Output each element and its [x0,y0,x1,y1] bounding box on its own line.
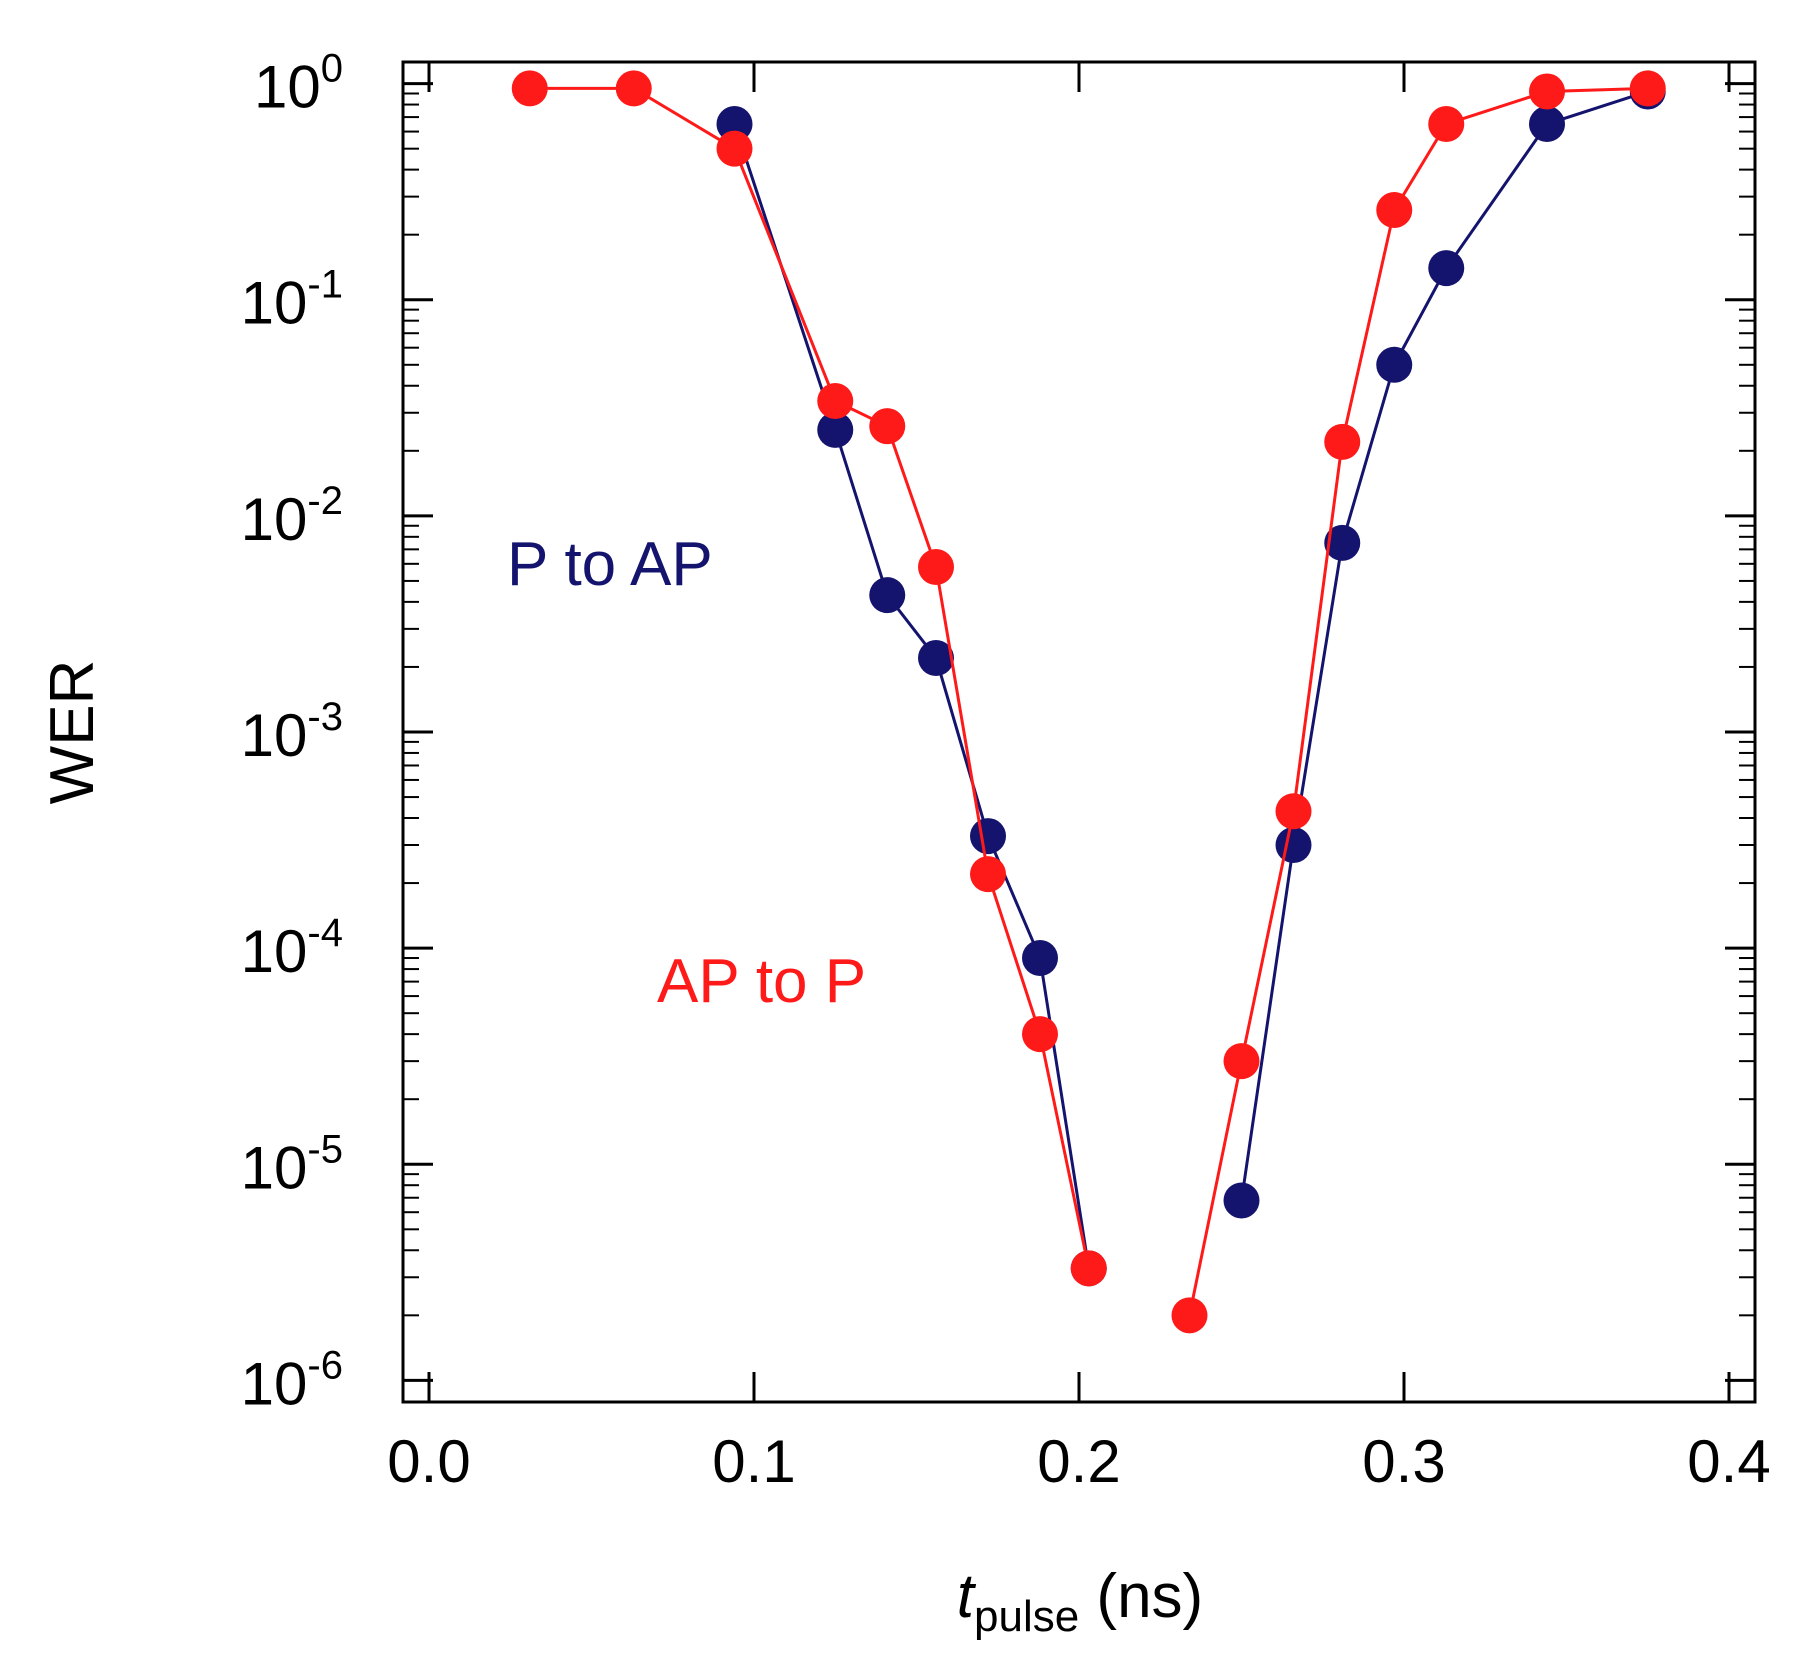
series-line [733,123,1091,1269]
x-tick-label: 0.4 [1687,1428,1770,1495]
x-tick-label: 0.3 [1362,1428,1445,1495]
y-tick-exp: -2 [307,479,343,523]
data-point [817,383,854,420]
y-tick-label: 10-1 [241,263,343,337]
y-tick-exp: -4 [307,911,343,955]
series-p-to-ap [716,73,1666,1287]
data-point [1171,1297,1208,1334]
y-tick-label: 100 [254,47,343,121]
y-tick-exp: -1 [307,263,343,307]
data-point [1275,827,1312,864]
y-tick-base: 10 [241,1350,308,1417]
y-tick-exp: -3 [307,695,343,739]
x-tick-label: 0.2 [1037,1428,1120,1495]
y-tick-exp: -6 [307,1343,343,1387]
data-point [1324,423,1361,460]
y-tick-base: 10 [241,918,308,985]
y-tick-base: 10 [241,1134,308,1201]
y-axis-title: WER [38,660,107,805]
data-point [1629,70,1666,107]
data-point [716,130,753,167]
plot-frame [401,60,1757,1404]
series-layer [511,70,1666,1334]
data-point [1275,793,1312,830]
x-axis-title-sub: pulse [974,1592,1079,1641]
data-point [1376,346,1413,383]
series-line [1188,86,1648,1316]
y-tick-base: 10 [241,702,308,769]
data-point [615,70,652,107]
data-point [1529,73,1565,110]
y-tick-base: 10 [241,270,308,337]
major-ticks [403,62,1755,1402]
series-line [529,86,1091,1269]
data-point [716,106,753,143]
y-tick-label: 10-6 [241,1343,343,1417]
data-point [511,70,548,107]
data-point [970,818,1006,855]
data-point [918,549,954,586]
series-label-p-to-ap: P to AP [507,530,713,599]
y-tick-exp: 0 [321,47,343,91]
data-point [1428,106,1465,143]
data-point [1428,250,1465,287]
y-tick-label: 10-4 [241,911,343,985]
data-point [869,408,906,445]
x-tick-label: 0.1 [712,1428,795,1495]
data-point [869,577,906,614]
x-axis-title-unit: (ns) [1079,1562,1203,1631]
y-tick-label: 10-2 [241,479,343,553]
series-label-ap-to-p: AP to P [657,947,866,1016]
x-tick-labels: 0.0 0.1 0.2 0.3 0.4 [387,1428,1770,1495]
series-ap-to-p [511,70,1666,1334]
data-point [1324,524,1361,561]
y-tick-base: 10 [241,486,308,553]
x-axis-title: tpulse (ns) [957,1562,1203,1641]
data-point [1529,106,1565,143]
data-point [1223,1182,1260,1219]
y-tick-label: 10-5 [241,1127,343,1201]
y-tick-base: 10 [254,54,321,121]
data-point [970,856,1006,893]
data-point [1022,940,1058,977]
data-point [817,411,854,448]
data-point [1070,1250,1107,1287]
data-point [1376,192,1413,229]
y-minor-ticks [403,92,1755,1317]
data-point [1223,1043,1260,1080]
x-axis-title-var: t [957,1562,977,1631]
y-tick-exp: -5 [307,1127,343,1171]
data-point [918,639,954,676]
data-point [1022,1016,1058,1053]
y-tick-label: 10-3 [241,695,343,769]
x-tick-label: 0.0 [387,1428,470,1495]
